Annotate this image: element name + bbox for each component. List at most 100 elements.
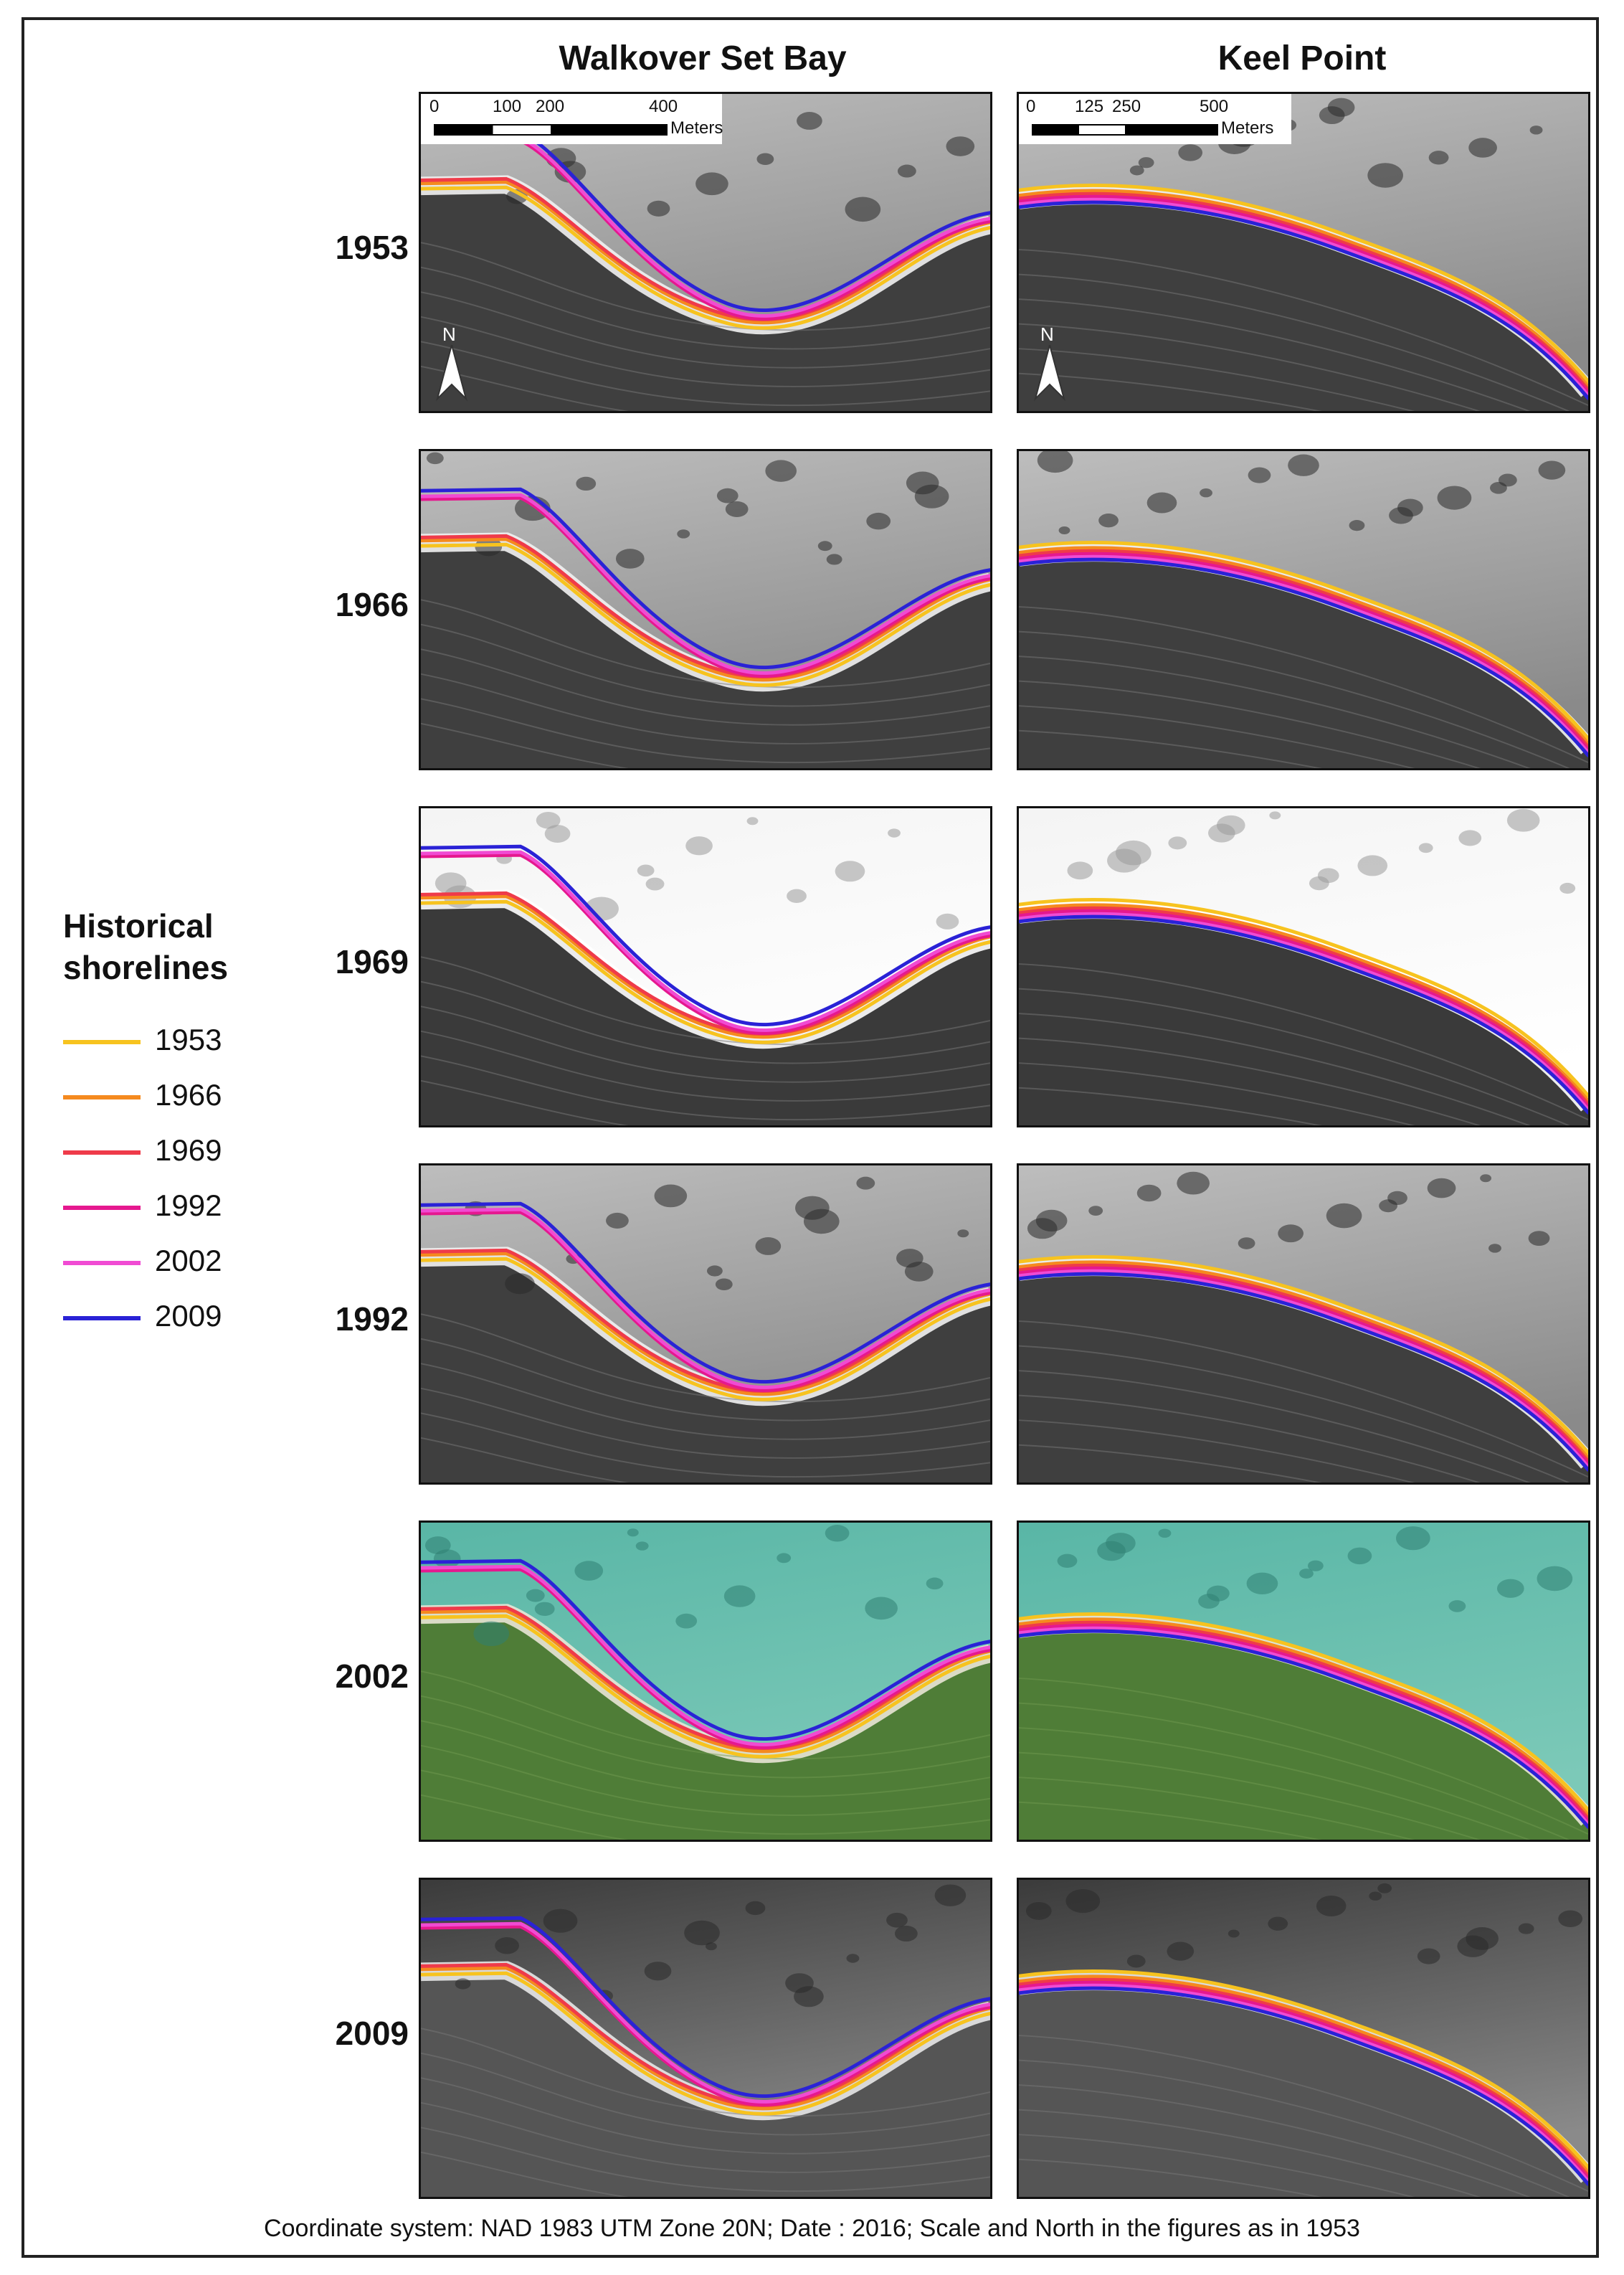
shoreline-1966: [421, 179, 990, 325]
map-panel-walkover-set-bay-1969: [419, 806, 992, 1127]
scale-tick-label: 250: [1112, 97, 1141, 116]
shoreline-1992: [1019, 1266, 1588, 1466]
column-title-walkover-set-bay: Walkover Set Bay: [559, 39, 847, 77]
shoreline-1966: [1019, 546, 1588, 747]
map-panel-keel-point-1969: [1017, 806, 1590, 1127]
north-arrow-icon: N: [1032, 323, 1068, 402]
shoreline-2002: [1019, 1269, 1588, 1469]
shoreline-1992: [1019, 194, 1588, 394]
scale-tick-label: 400: [649, 97, 678, 116]
shoreline-1992: [1019, 909, 1588, 1109]
legend-title-line2: shorelines: [63, 949, 229, 986]
shoreline-2002: [421, 136, 990, 318]
shoreline-2002: [421, 1921, 990, 2104]
shoreline-2009: [1019, 200, 1588, 400]
shoreline-1966: [421, 1608, 990, 1754]
shoreline-1953: [421, 1971, 990, 2116]
shoreline-1966: [1019, 189, 1588, 389]
legend-label-2002: 2002: [155, 1244, 222, 1277]
shoreline-2002: [1019, 197, 1588, 397]
shoreline-1992: [421, 1210, 990, 1392]
shoreline-1969: [1019, 1977, 1588, 2177]
legend-item-1992: 1992: [63, 1180, 278, 1235]
legend-label-1966: 1966: [155, 1078, 222, 1112]
legend-swatch-1992: [63, 1206, 141, 1210]
legend-label-2009: 2009: [155, 1299, 222, 1333]
map-panel-keel-point-1966: [1017, 449, 1590, 770]
legend-item-1966: 1966: [63, 1069, 278, 1125]
legend-swatch-1969: [63, 1150, 141, 1155]
legend-title: Historical shorelines: [63, 905, 278, 988]
shoreline-1966: [421, 1965, 990, 2111]
shoreline-2009: [421, 130, 990, 313]
legend-swatch-1966: [63, 1095, 141, 1099]
shoreline-1953: [1019, 1969, 1588, 2170]
year-label-2009: 2009: [335, 2015, 409, 2052]
shoreline-2009: [421, 487, 990, 670]
legend-swatch-2002: [63, 1261, 141, 1265]
shoreline-1953: [1019, 540, 1588, 741]
scale-unit-label: Meters: [1221, 118, 1274, 138]
shoreline-1953: [421, 1257, 990, 1401]
scale-tick-label: 500: [1200, 97, 1229, 116]
shoreline-1969: [1019, 1620, 1588, 1820]
shoreline-1953: [421, 542, 990, 687]
shoreline-2009: [1019, 914, 1588, 1115]
map-panel-keel-point-1992: [1017, 1163, 1590, 1485]
shoreline-1966: [1019, 1617, 1588, 1818]
legend-item-2009: 2009: [63, 1290, 278, 1345]
map-panel-walkover-set-bay-1953: 0 100 200 400 Meters N: [419, 92, 992, 413]
shoreline-1969: [1019, 191, 1588, 392]
scale-bar: 0 100 200 400 Meters: [421, 94, 723, 144]
scale-bar-graphic: [1032, 124, 1218, 136]
shoreline-1992: [1019, 1623, 1588, 1823]
shoreline-2009: [421, 1559, 990, 1741]
shoreline-1992: [1019, 1980, 1588, 2180]
shoreline-2002: [1019, 1626, 1588, 1826]
shoreline-2002: [1019, 912, 1588, 1112]
year-label-1966: 1966: [335, 586, 409, 623]
shoreline-1953: [1019, 183, 1588, 384]
shoreline-1992: [421, 138, 990, 321]
map-panel-keel-point-2009: [1017, 1878, 1590, 2199]
legend: Historical shorelines 1953 1966 1969 1992 20…: [63, 905, 278, 1345]
column-title-keel-point: Keel Point: [1217, 39, 1387, 77]
shoreline-2002: [1019, 554, 1588, 755]
shoreline-1953: [421, 899, 990, 1044]
shoreline-1966: [1019, 903, 1588, 1104]
shoreline-1953: [1019, 897, 1588, 1098]
shoreline-2002: [421, 1564, 990, 1746]
map-panel-keel-point-1953: 0 125 250 500 Meters N: [1017, 92, 1590, 413]
shoreline-1992: [421, 1924, 990, 2106]
legend-item-1969: 1969: [63, 1125, 278, 1180]
shoreline-2009: [421, 1916, 990, 2099]
scale-unit-label: Meters: [670, 118, 723, 138]
legend-item-2002: 2002: [63, 1235, 278, 1290]
shoreline-2009: [421, 1201, 990, 1384]
shoreline-1992: [421, 496, 990, 678]
year-label-1992: 1992: [335, 1300, 409, 1338]
legend-label-1969: 1969: [155, 1133, 222, 1167]
legend-label-1953: 1953: [155, 1023, 222, 1056]
shoreline-1992: [1019, 552, 1588, 752]
legend-swatch-2009: [63, 1316, 141, 1320]
scale-bar: 0 125 250 500 Meters: [1019, 94, 1291, 144]
shoreline-2009: [1019, 1272, 1588, 1472]
scale-tick-label: 0: [1026, 97, 1036, 116]
shoreline-1966: [1019, 1974, 1588, 2175]
shoreline-1969: [1019, 906, 1588, 1106]
year-label-2002: 2002: [335, 1657, 409, 1695]
year-label-1953: 1953: [335, 229, 409, 266]
scale-tick-label: 100: [493, 97, 522, 116]
scale-bar-graphic: [434, 124, 668, 136]
legend-item-1953: 1953: [63, 1014, 278, 1069]
shoreline-2009: [1019, 557, 1588, 757]
shoreline-2002: [421, 850, 990, 1032]
north-arrow-label: N: [442, 323, 456, 345]
map-panel-walkover-set-bay-1992: [419, 1163, 992, 1485]
shoreline-2009: [421, 844, 990, 1027]
legend-title-line1: Historical: [63, 907, 214, 945]
year-label-1969: 1969: [335, 943, 409, 980]
legend-swatch-1953: [63, 1040, 141, 1044]
map-panel-walkover-set-bay-2009: [419, 1878, 992, 2199]
